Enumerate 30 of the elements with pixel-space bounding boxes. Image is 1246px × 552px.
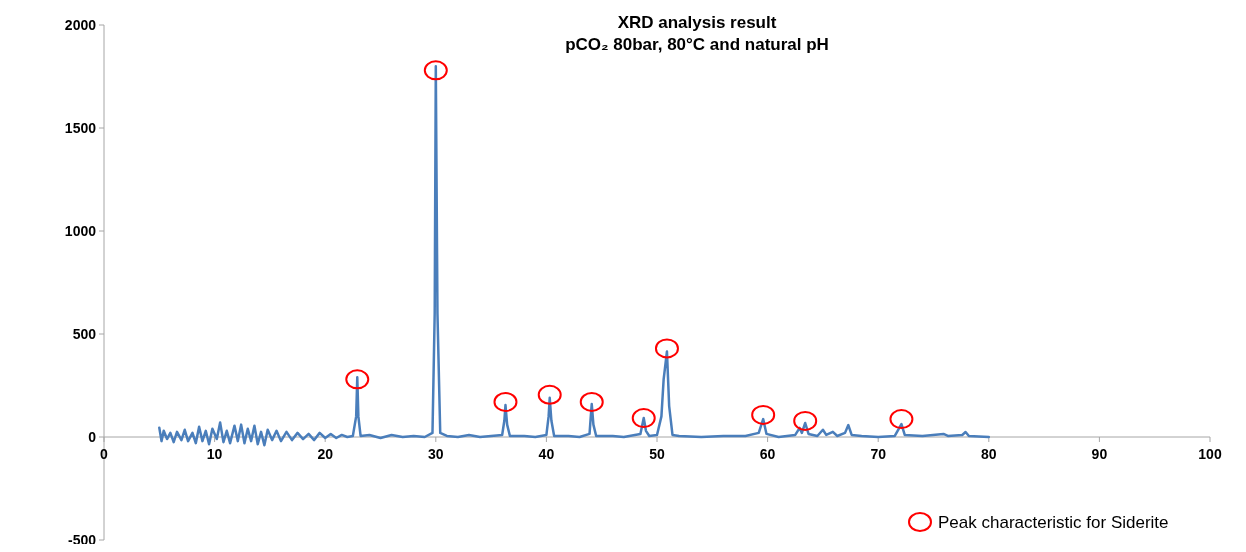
x-tick-label: 50: [649, 446, 665, 462]
x-tick-label: 80: [981, 446, 997, 462]
x-tick-label: 0: [100, 446, 109, 462]
x-tick-label: 40: [538, 446, 555, 462]
y-tick-label: 1500: [64, 119, 97, 136]
x-tick-label: 30: [428, 446, 444, 462]
x-tick-label: 20: [317, 446, 334, 462]
point: [579, 391, 604, 412]
point: [654, 338, 679, 359]
y-tick-label: 2000: [64, 16, 97, 33]
legend-label: Peak characteristic for Siderite: [938, 512, 1169, 532]
y-tick-label: 0: [88, 428, 97, 445]
x-tick-label: 10: [206, 446, 223, 462]
point: [537, 384, 562, 405]
x-tick-label: 100: [1198, 446, 1222, 462]
point: [793, 410, 818, 431]
line-series: [158, 64, 991, 447]
x-tick-label: 90: [1091, 446, 1108, 462]
text: pCO₂ 80bar, 80°C and natural pH: [565, 35, 829, 54]
point: [345, 369, 370, 390]
x-tick-label: 60: [759, 446, 776, 462]
point: [423, 60, 448, 81]
point: [751, 404, 776, 425]
x-tick-label: 70: [870, 446, 887, 462]
y-tick-label: 1000: [64, 222, 97, 239]
chart-title: XRD analysis result: [617, 13, 777, 32]
point: [631, 408, 656, 429]
point: [889, 409, 914, 430]
point: [493, 391, 518, 412]
y-tick-label: 500: [72, 325, 97, 342]
